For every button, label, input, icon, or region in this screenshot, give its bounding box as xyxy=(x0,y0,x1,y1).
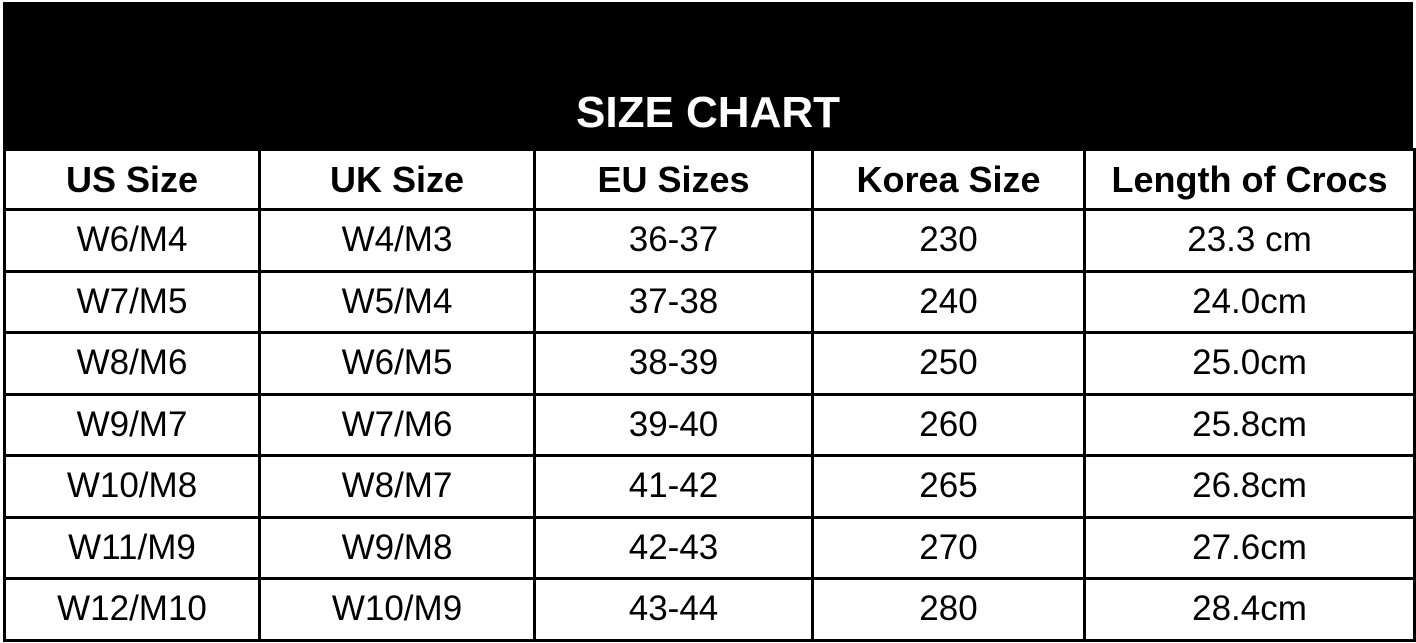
table-cell: 265 xyxy=(811,454,1086,519)
table-row: W9/M7 W7/M6 39-40 260 25.8cm xyxy=(3,392,1416,457)
table-cell: W8/M6 xyxy=(3,331,261,396)
table-cell: 260 xyxy=(811,392,1086,457)
table-cell: W11/M9 xyxy=(3,515,261,580)
column-header: EU Sizes xyxy=(533,148,814,211)
chart-title-bar: SIZE CHART xyxy=(3,2,1413,148)
table-cell: 26.8cm xyxy=(1083,454,1416,519)
table-row: W7/M5 W5/M4 37-38 240 24.0cm xyxy=(3,269,1416,334)
table-cell: 28.4cm xyxy=(1083,577,1416,642)
column-header: Length of Crocs xyxy=(1083,148,1416,211)
size-table: US Size UK Size EU Sizes Korea Size Length o… xyxy=(3,148,1416,642)
table-cell: W7/M5 xyxy=(3,269,261,334)
table-cell: W5/M4 xyxy=(258,269,536,334)
column-header: UK Size xyxy=(258,148,536,211)
table-cell: 24.0cm xyxy=(1083,269,1416,334)
table-cell: W7/M6 xyxy=(258,392,536,457)
table-cell: W9/M7 xyxy=(3,392,261,457)
table-cell: 41-42 xyxy=(533,454,814,519)
size-chart: SIZE CHART US Size UK Size EU Sizes Korea S… xyxy=(3,2,1416,642)
table-cell: 37-38 xyxy=(533,269,814,334)
table-row: W8/M6 W6/M5 38-39 250 25.0cm xyxy=(3,331,1416,396)
column-header: Korea Size xyxy=(811,148,1086,211)
table-cell: 280 xyxy=(811,577,1086,642)
header-row: US Size UK Size EU Sizes Korea Size Length o… xyxy=(3,148,1416,211)
column-header: US Size xyxy=(3,148,261,211)
table-cell: W10/M9 xyxy=(258,577,536,642)
table-cell: 23.3 cm xyxy=(1083,208,1416,273)
chart-title: SIZE CHART xyxy=(576,88,840,137)
table-row: W12/M10 W10/M9 43-44 280 28.4cm xyxy=(3,577,1416,642)
table-row: W6/M4 W4/M3 36-37 230 23.3 cm xyxy=(3,208,1416,273)
table-cell: W4/M3 xyxy=(258,208,536,273)
table-cell: W8/M7 xyxy=(258,454,536,519)
table-cell: 25.0cm xyxy=(1083,331,1416,396)
table-cell: 27.6cm xyxy=(1083,515,1416,580)
table-cell: 38-39 xyxy=(533,331,814,396)
table-cell: 25.8cm xyxy=(1083,392,1416,457)
table-cell: 42-43 xyxy=(533,515,814,580)
table-row: W10/M8 W8/M7 41-42 265 26.8cm xyxy=(3,454,1416,519)
table-cell: W9/M8 xyxy=(258,515,536,580)
table-cell: 270 xyxy=(811,515,1086,580)
table-cell: W6/M4 xyxy=(3,208,261,273)
table-cell: 240 xyxy=(811,269,1086,334)
table-cell: 230 xyxy=(811,208,1086,273)
table-cell: 43-44 xyxy=(533,577,814,642)
table-cell: W12/M10 xyxy=(3,577,261,642)
table-cell: W10/M8 xyxy=(3,454,261,519)
table-row: W11/M9 W9/M8 42-43 270 27.6cm xyxy=(3,515,1416,580)
table-cell: 250 xyxy=(811,331,1086,396)
table-cell: 36-37 xyxy=(533,208,814,273)
table-cell: 39-40 xyxy=(533,392,814,457)
table-cell: W6/M5 xyxy=(258,331,536,396)
